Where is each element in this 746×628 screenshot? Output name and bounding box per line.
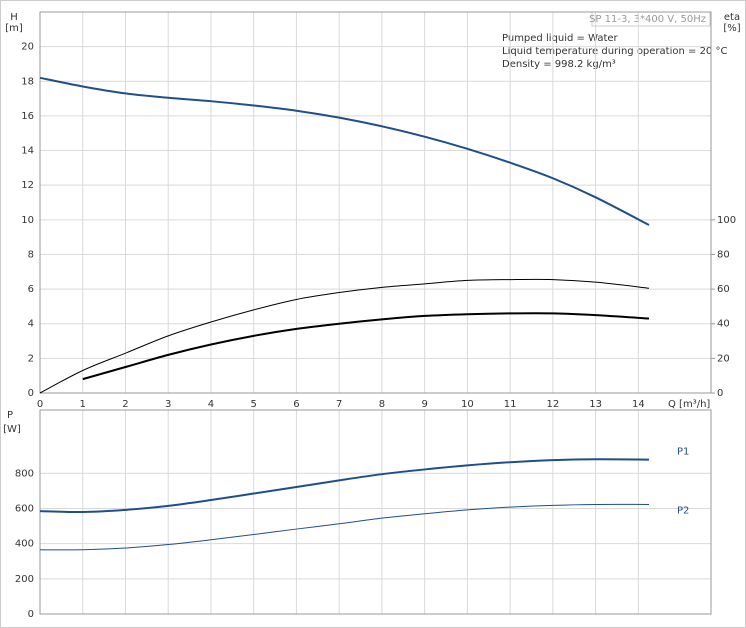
x-tick-label: 2: [122, 399, 128, 410]
x-tick-label: 1: [80, 399, 86, 410]
y2-tick-label: 20: [717, 353, 730, 364]
y-tick-label: 14: [21, 146, 34, 157]
series-line: [39, 76, 650, 226]
x-tick-label: 8: [379, 399, 385, 410]
y-tick-label: 2: [28, 353, 34, 364]
y-tick-label: 6: [28, 284, 34, 295]
y-tick-label: 10: [21, 215, 34, 226]
series-line: [39, 278, 650, 394]
x-tick-label: 0: [37, 399, 43, 410]
y-axis-label: [W]: [3, 424, 21, 435]
x-tick-label: 3: [165, 399, 171, 410]
chart-title: SP 11-3, 3*400 V, 50Hz: [589, 14, 706, 25]
x-axis-label: Q [m³/h]: [668, 399, 710, 410]
y2-tick-label: 100: [717, 215, 736, 226]
x-tick-label: 7: [336, 399, 342, 410]
y2-tick-label: 60: [717, 284, 730, 295]
x-tick-label: 10: [461, 399, 474, 410]
y2-axis-label: eta: [724, 12, 740, 23]
y-tick-label: 12: [21, 180, 34, 191]
series-line: [39, 458, 650, 514]
y-tick-label: 20: [21, 42, 34, 53]
y-tick-label: 200: [15, 574, 34, 585]
y2-axis-label: [%]: [723, 23, 740, 34]
x-tick-label: 9: [421, 399, 427, 410]
y-tick-label: 400: [15, 539, 34, 550]
annotation: Liquid temperature during operation = 20…: [502, 46, 727, 57]
plot-frame: [39, 409, 712, 615]
y-tick-label: 18: [21, 76, 34, 87]
x-tick-label: 13: [589, 399, 602, 410]
series-label: P2: [677, 505, 689, 516]
plot-frame: [39, 11, 712, 394]
annotation: Density = 998.2 kg/m³: [502, 59, 616, 70]
y-tick-label: 800: [15, 468, 34, 479]
x-tick-label: 11: [504, 399, 517, 410]
series-line: [82, 312, 650, 381]
x-tick-label: 4: [208, 399, 214, 410]
y-tick-label: 8: [28, 249, 34, 260]
y-axis-label: P: [7, 410, 13, 421]
x-tick-label: 5: [251, 399, 257, 410]
annotation: Pumped liquid = Water: [502, 33, 619, 44]
y-tick-label: 600: [15, 503, 34, 514]
y2-tick-label: 40: [717, 319, 730, 330]
y-tick-label: 0: [28, 388, 34, 399]
y-axis-label: H: [10, 12, 18, 23]
y2-tick-label: 80: [717, 249, 730, 260]
y-tick-label: 0: [28, 609, 34, 620]
series-label: P1: [677, 447, 689, 458]
y2-tick-label: 0: [717, 388, 723, 399]
y-tick-label: 4: [28, 319, 34, 330]
x-tick-label: 6: [293, 399, 299, 410]
y-tick-label: 16: [21, 111, 34, 122]
y-axis-label: [m]: [5, 23, 23, 34]
x-tick-label: 12: [546, 399, 559, 410]
x-tick-label: 14: [632, 399, 645, 410]
series-line: [39, 503, 650, 551]
